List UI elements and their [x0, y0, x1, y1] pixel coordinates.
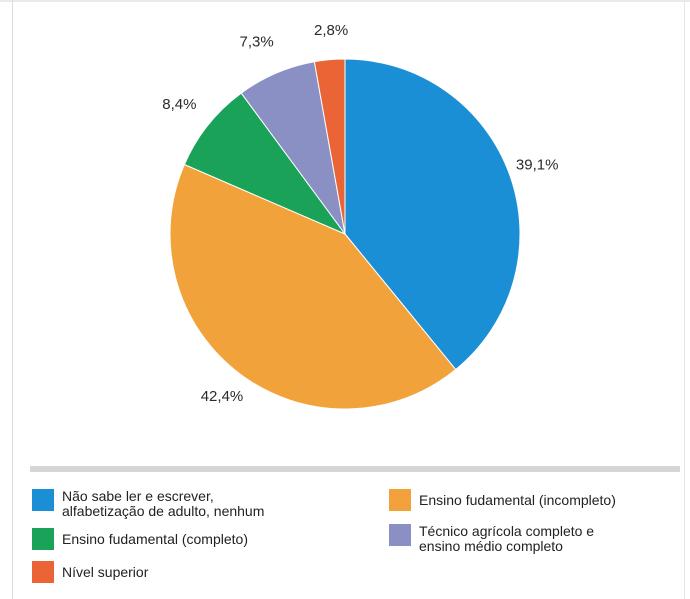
legend-label: Não sabe ler e escrever, alfabetização d…: [62, 488, 265, 519]
right-border: [684, 0, 685, 599]
top-border: [0, 0, 690, 2]
legend-item-fund-completo: Ensino fudamental (completo): [32, 528, 248, 550]
left-border: [12, 0, 13, 599]
pie-slice: [344, 58, 521, 371]
pie-slice: [169, 163, 457, 410]
legend-swatch: [389, 524, 411, 546]
pie-chart: 39,1% 42,4% 8,4% 7,3% 2,8%: [162, 22, 559, 410]
legend-divider: [30, 466, 680, 472]
legend-item-tecnico: Técnico agrícola completo e ensino médio…: [389, 524, 594, 554]
pie-slice: [183, 92, 347, 236]
legend-swatch: [32, 528, 54, 550]
legend-item-nao-sabe: Não sabe ler e escrever, alfabetização d…: [32, 489, 264, 519]
slice-value-label: 2,8%: [314, 22, 348, 39]
legend-label: Técnico agrícola completo e ensino médio…: [419, 523, 595, 554]
legend-label: Ensino fudamental (completo): [62, 531, 248, 547]
pie-slice: [313, 58, 346, 235]
slice-value-label: 8,4%: [162, 96, 196, 113]
legend-swatch: [389, 489, 411, 511]
slice-value-label: 7,3%: [239, 33, 273, 50]
legend-swatch: [32, 561, 54, 583]
slice-value-label: 42,4%: [201, 388, 244, 405]
legend-item-nivel-superior: Nível superior: [32, 561, 148, 583]
slice-value-label: 39,1%: [516, 156, 559, 173]
legend-label: Nível superior: [62, 564, 149, 580]
legend-label: Ensino fudamental (incompleto): [419, 492, 616, 508]
legend-item-fund-incompleto: Ensino fudamental (incompleto): [389, 489, 616, 511]
legend-swatch: [32, 489, 54, 511]
